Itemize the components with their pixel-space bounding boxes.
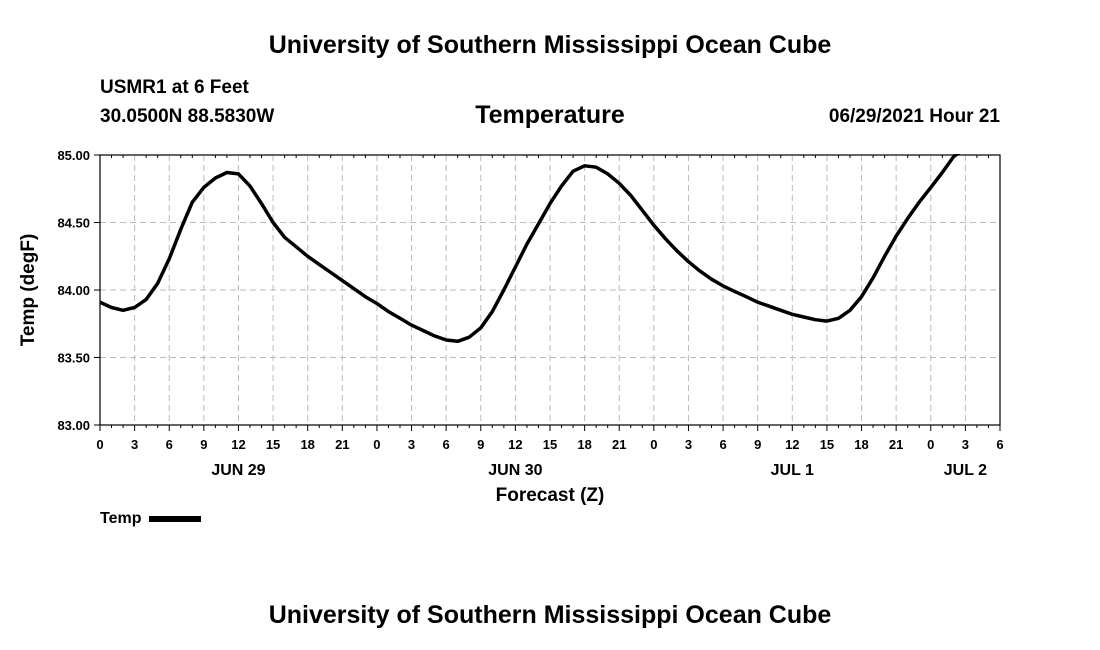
x-tick-label: 3	[962, 437, 969, 452]
forecast-datetime: 06/29/2021 Hour 21	[828, 106, 1000, 127]
day-label: JUN 30	[488, 462, 542, 479]
x-tick-label: 6	[719, 437, 726, 452]
x-tick-label: 21	[612, 437, 626, 452]
x-tick-label: 9	[200, 437, 207, 452]
x-tick-label: 18	[854, 437, 868, 452]
station-label: USMR1 at 6 Feet	[100, 77, 249, 98]
x-tick-label: 3	[685, 437, 692, 452]
y-tick-label: 85.00	[57, 148, 90, 163]
x-tick-label: 15	[543, 437, 557, 452]
x-tick-label: 3	[131, 437, 138, 452]
x-tick-label: 6	[443, 437, 450, 452]
x-tick-label: 9	[754, 437, 761, 452]
x-tick-label: 15	[266, 437, 280, 452]
legend-label: Temp	[100, 510, 142, 527]
day-label: JUL 1	[771, 462, 814, 479]
grid	[100, 155, 1000, 425]
station-coordinates: 30.0500N 88.5830W	[100, 106, 275, 127]
y-tick-label: 84.50	[57, 216, 90, 231]
x-tick-label: 0	[650, 437, 657, 452]
temp-series-line	[100, 154, 961, 344]
x-tick-label: 0	[373, 437, 380, 452]
y-tick-label: 83.00	[57, 418, 90, 433]
x-tick-label: 0	[927, 437, 934, 452]
x-tick-label: 12	[231, 437, 245, 452]
plot-title: Temperature	[475, 101, 625, 129]
axis-ticks	[94, 154, 1001, 431]
x-tick-label: 12	[508, 437, 522, 452]
x-tick-label: 9	[477, 437, 484, 452]
x-tick-label: 18	[577, 437, 591, 452]
x-tick-label: 0	[96, 437, 103, 452]
y-axis-title: Temp (degF)	[18, 234, 39, 347]
x-tick-label: 21	[335, 437, 349, 452]
legend: Temp	[100, 510, 202, 528]
x-axis-title: Forecast (Z)	[496, 485, 605, 506]
x-tick-label: 6	[996, 437, 1003, 452]
x-tick-label: 12	[785, 437, 799, 452]
x-tick-label: 18	[300, 437, 314, 452]
x-tick-label: 6	[166, 437, 173, 452]
day-label: JUN 29	[211, 462, 265, 479]
bottom-title: University of Southern Mississippi Ocean…	[268, 601, 832, 629]
top-title: University of Southern Mississippi Ocean…	[268, 31, 832, 59]
y-tick-label: 83.50	[57, 351, 90, 366]
y-tick-label: 84.00	[57, 283, 90, 298]
legend-line-swatch	[149, 516, 202, 522]
day-label: JUL 2	[944, 462, 987, 479]
x-tick-label: 3	[408, 437, 415, 452]
x-tick-label: 15	[820, 437, 834, 452]
axis-labels: 83.00 83.50 84.00 84.50 85.00 0 3 6 9 12 15 18 21 0 3 6…	[57, 148, 1003, 479]
x-tick-label: 21	[889, 437, 903, 452]
